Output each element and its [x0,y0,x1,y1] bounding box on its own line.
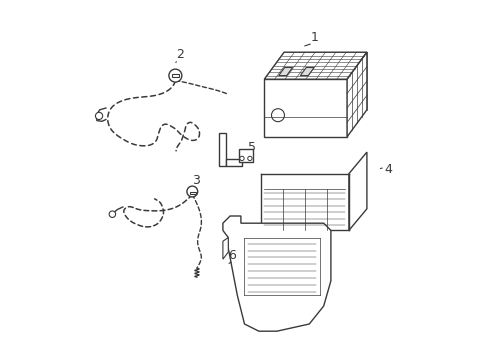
Circle shape [109,211,115,217]
Circle shape [239,156,244,161]
Polygon shape [264,79,346,137]
Text: 2: 2 [175,48,183,60]
Bar [171,74,179,77]
Text: 3: 3 [192,174,200,186]
Polygon shape [300,68,313,76]
Text: 5: 5 [247,141,255,154]
Bar [225,159,242,166]
Circle shape [168,69,182,82]
Polygon shape [223,238,228,259]
Circle shape [95,112,102,120]
Bar [189,192,195,194]
Polygon shape [348,152,366,230]
Text: 6: 6 [227,249,235,262]
Polygon shape [264,52,366,79]
Bar [239,149,253,162]
Polygon shape [346,52,366,137]
Circle shape [186,186,197,197]
Text: 1: 1 [310,31,318,44]
Circle shape [271,109,284,122]
Text: 4: 4 [384,163,392,176]
Polygon shape [223,216,330,331]
Polygon shape [278,68,292,76]
Bar [219,133,225,166]
Circle shape [247,156,251,161]
